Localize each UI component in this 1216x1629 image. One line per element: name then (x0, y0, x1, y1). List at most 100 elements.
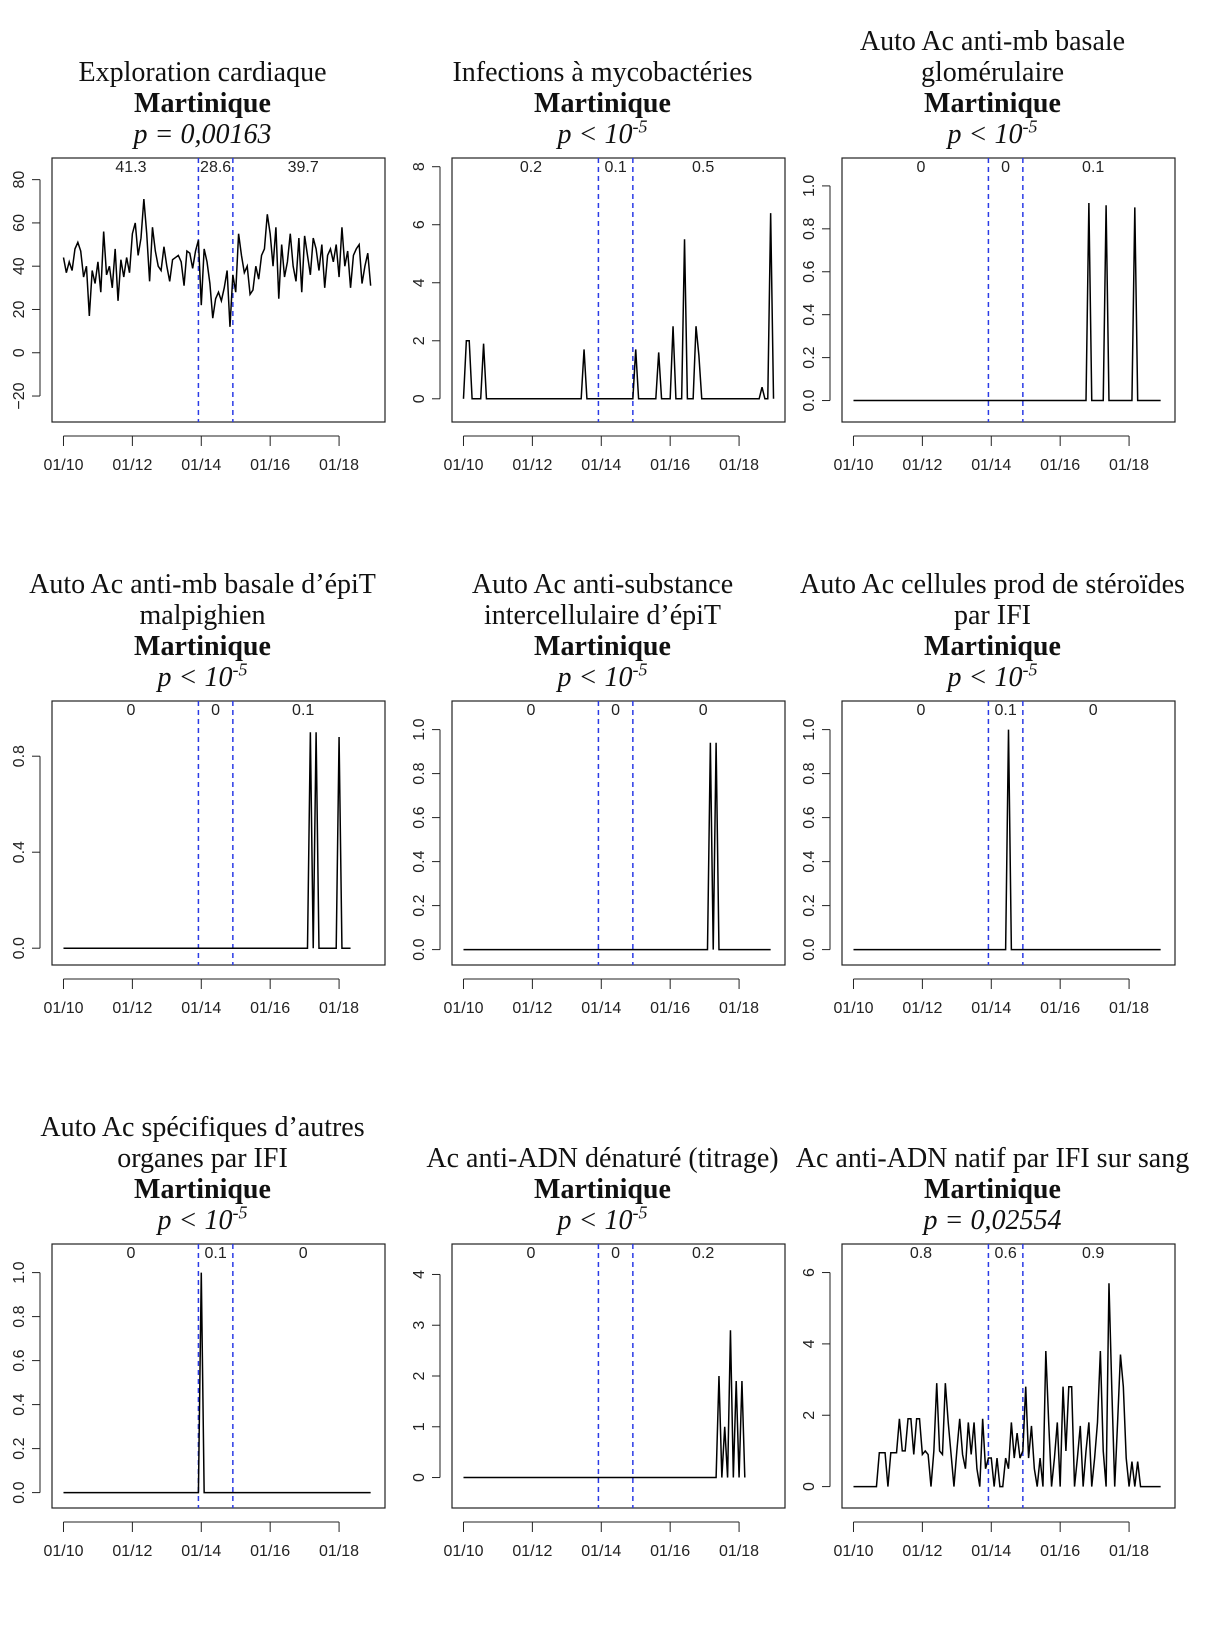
y-tick-label: 8 (411, 162, 428, 171)
y-tick-label: 0.6 (11, 1349, 28, 1371)
period-mean-label: 0.1 (292, 702, 314, 719)
x-tick-label: 01/12 (512, 1000, 552, 1017)
chart: 0.0 0.2 0.4 0.6 0.8 1.0 01/10 01/12 01/14 01/16 01… (411, 700, 786, 1017)
data-line (463, 1330, 746, 1479)
x-tick-label: 01/10 (43, 457, 83, 474)
p-value: p < 10-5 (400, 659, 805, 693)
x-tick-label: 01/10 (43, 1000, 83, 1017)
y-tick-label: 20 (11, 300, 28, 318)
p-value: p = 0,00163 (0, 119, 405, 150)
y-tick-label: 6 (411, 220, 428, 229)
y-tick-label: 1.0 (411, 718, 428, 740)
x-tick-label: 01/10 (43, 1543, 83, 1560)
y-tick-label: 0.6 (801, 806, 818, 828)
y-tick-label: 0.8 (801, 218, 818, 240)
chart-panel: Auto Ac anti-substance intercellulaire d… (400, 543, 805, 1086)
plot-frame (451, 1243, 786, 1509)
plot-frame (841, 1243, 1176, 1509)
x-tick-label: 01/10 (443, 1543, 483, 1560)
x-tick-label: 01/16 (1040, 1000, 1080, 1017)
chart-title: Ac anti-ADN natif par IFI sur sang (795, 1143, 1190, 1174)
p-value: p < 10-5 (790, 659, 1195, 693)
x-tick-label: 01/14 (971, 1543, 1011, 1560)
x-tick-label: 01/18 (1109, 1543, 1149, 1560)
period-mean-label: 0 (916, 702, 925, 719)
x-tick-label: 01/16 (250, 1543, 290, 1560)
chart-header: Infections à mycobactéries Martinique p < … (400, 0, 805, 150)
x-tick-label: 01/14 (581, 1000, 621, 1017)
p-value-exponent: -5 (1022, 659, 1038, 680)
x-tick-label: 01/14 (971, 1000, 1011, 1017)
chart-title: Auto Ac anti-substance intercellulaire d… (471, 569, 734, 631)
y-tick-label: 0.8 (11, 745, 28, 767)
y-tick-label: 0.4 (411, 850, 428, 872)
data-line (853, 729, 1161, 951)
chart: 0 1 2 3 4 01/10 01/12 01/14 01/16 01/18 0 0 0.2 (411, 1243, 786, 1560)
period-mean-label: 0.1 (605, 159, 627, 176)
chart: 0.0 0.2 0.4 0.6 0.8 1.0 01/10 01/12 01/14 01/16 01… (801, 157, 1176, 474)
chart-header: Auto Ac anti-mb basale d’épiT malpighien… (0, 543, 405, 693)
y-tick-label: 3 (411, 1321, 428, 1330)
x-tick-label: 01/16 (1040, 457, 1080, 474)
x-tick-label: 01/14 (971, 457, 1011, 474)
period-mean-label: 0.8 (910, 1245, 932, 1262)
p-value-exponent: -5 (1022, 116, 1038, 137)
period-mean-label: 0.9 (1082, 1245, 1104, 1262)
period-mean-label: 28.6 (200, 159, 231, 176)
y-tick-label: 0.4 (11, 1393, 28, 1415)
plot-frame (451, 700, 786, 966)
data-line (63, 1272, 371, 1494)
period-mean-label: 0 (1001, 159, 1010, 176)
period-mean-label: 0.2 (520, 159, 542, 176)
y-tick-label: 1.0 (801, 718, 818, 740)
x-tick-label: 01/12 (512, 1543, 552, 1560)
p-value-exponent: -5 (632, 659, 648, 680)
chart-header: Ac anti-ADN dénaturé (titrage) Martinique… (400, 1086, 805, 1236)
period-mean-label: 0 (1089, 702, 1098, 719)
period-mean-label: 0 (126, 702, 135, 719)
plot-frame (451, 157, 786, 423)
chart: 0.0 0.2 0.4 0.6 0.8 1.0 01/10 01/12 01/14 01/16 01… (11, 1243, 386, 1560)
plot-frame (51, 157, 386, 423)
plot-frame (51, 1243, 386, 1509)
y-tick-label: 4 (801, 1339, 818, 1348)
x-tick-label: 01/10 (833, 1543, 873, 1560)
period-mean-label: 39.7 (288, 159, 319, 176)
x-tick-label: 01/16 (250, 1000, 290, 1017)
p-value-text: p = 0,00163 (133, 119, 272, 150)
p-value-exponent: -5 (632, 1202, 648, 1223)
chart-title: Auto Ac anti-mb basale glomérulaire (859, 26, 1126, 88)
period-mean-label: 0 (611, 1245, 620, 1262)
x-tick-label: 01/10 (833, 457, 873, 474)
y-tick-label: 0.2 (801, 894, 818, 916)
x-tick-label: 01/14 (181, 1543, 221, 1560)
chart-header: Auto Ac anti-substance intercellulaire d… (400, 543, 805, 693)
p-value: p < 10-5 (400, 118, 805, 150)
p-value-text: p < 10 (557, 1205, 633, 1236)
p-value-exponent: -5 (232, 659, 248, 680)
data-line (853, 1283, 1161, 1488)
y-tick-label: 0 (11, 348, 28, 357)
chart-subtitle: Martinique (134, 631, 271, 662)
chart: 0.0 0.2 0.4 0.6 0.8 1.0 01/10 01/12 01/14 01/16 01… (801, 700, 1176, 1017)
period-mean-label: 0.5 (692, 159, 714, 176)
y-tick-label: 4 (411, 1270, 428, 1279)
y-tick-label: 2 (411, 336, 428, 345)
chart-title: Auto Ac spécifiques d’autres organes par… (40, 1112, 365, 1174)
chart-subtitle: Martinique (534, 631, 671, 662)
chart-header: Exploration cardiaque Martinique p = 0,001… (0, 0, 405, 150)
period-mean-label: 0.2 (692, 1245, 714, 1262)
x-tick-label: 01/16 (650, 1000, 690, 1017)
x-tick-label: 01/18 (719, 1000, 759, 1017)
x-tick-label: 01/18 (719, 457, 759, 474)
y-tick-label: 0.6 (801, 261, 818, 283)
x-tick-label: 01/16 (650, 1543, 690, 1560)
chart-title: Auto Ac anti-mb basale d’épiT malpighien (29, 569, 376, 631)
data-line (462, 213, 775, 400)
x-tick-label: 01/10 (443, 457, 483, 474)
y-tick-label: 0.0 (11, 1481, 28, 1503)
y-tick-label: 0.2 (411, 894, 428, 916)
data-line (853, 203, 1161, 402)
y-tick-label: −20 (11, 382, 28, 409)
period-mean-label: 0 (699, 702, 708, 719)
